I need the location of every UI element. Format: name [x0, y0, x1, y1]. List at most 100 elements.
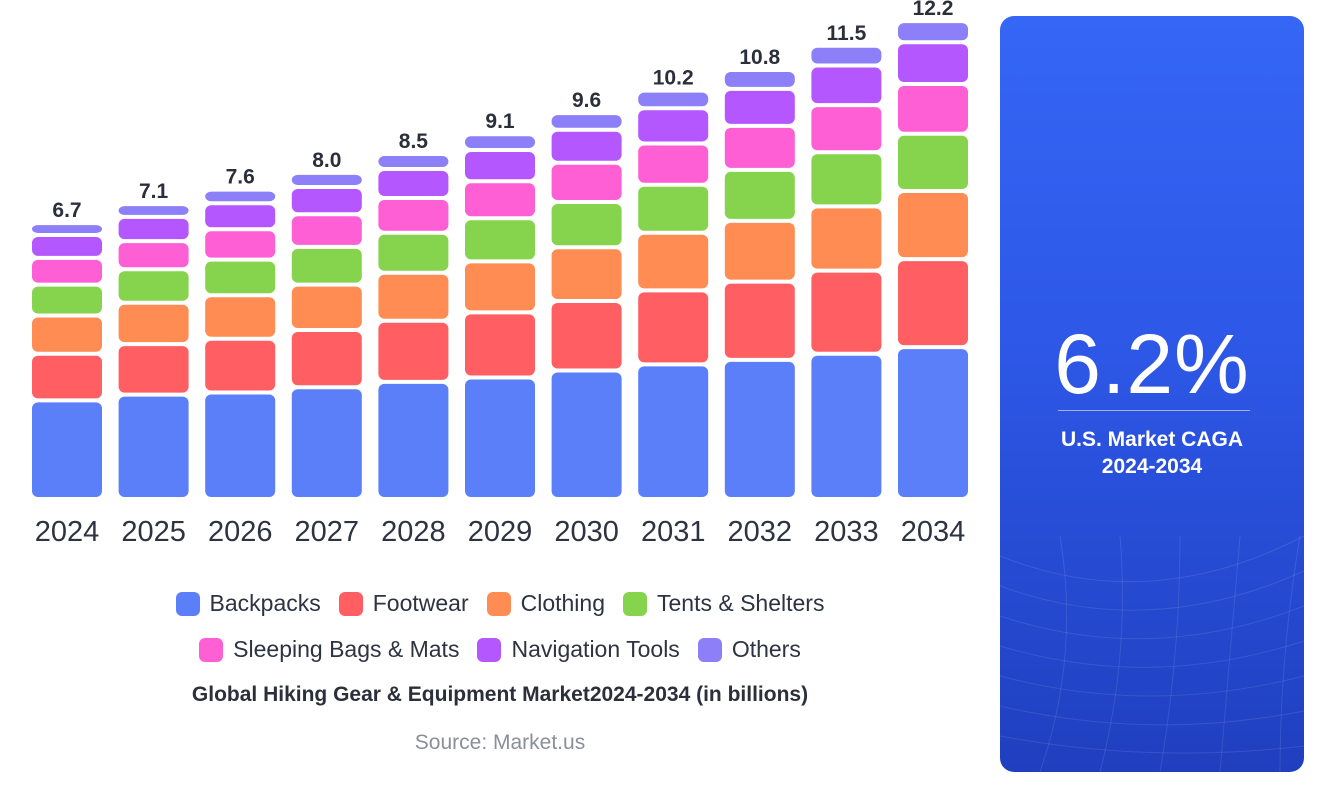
bar-2024-clothing [32, 317, 102, 352]
cagr-value: 6.2% [1054, 317, 1250, 411]
total-label-2029: 9.1 [485, 110, 515, 133]
bar-2030-clothing [551, 249, 622, 299]
bar-2030-footwear [551, 302, 622, 369]
bar-2030-backpacks [551, 372, 622, 497]
bar-2027-footwear [291, 332, 362, 386]
bar-2032-footwear [724, 283, 795, 358]
bar-2034-navigation-tools [898, 44, 968, 83]
bar-2032-sleeping-bags-mats [724, 127, 795, 168]
bar-2032-backpacks [724, 361, 795, 497]
cagr-divider [1058, 410, 1250, 411]
bar-2027-clothing [291, 286, 362, 328]
bar-2026-navigation-tools [205, 205, 276, 228]
x-tick-2026: 2026 [208, 516, 273, 548]
legend-item-navigation-tools: Navigation Tools [477, 636, 680, 663]
bar-2031-tents-shelters [638, 186, 709, 231]
legend-swatch-tents-shelters [623, 591, 647, 616]
bar-2024-backpacks [32, 402, 102, 497]
total-label-2026: 7.6 [226, 166, 255, 189]
bar-2029-backpacks [465, 379, 535, 497]
legend-item-backpacks: Backpacks [175, 590, 321, 617]
total-label-2025: 7.1 [139, 180, 169, 203]
x-tick-2024: 2024 [35, 516, 100, 548]
legend-item-others: Others [697, 636, 801, 663]
bar-2031-sleeping-bags-mats [638, 145, 709, 183]
bar-2024-others [32, 225, 102, 233]
bar-2025-clothing [118, 304, 189, 343]
bar-2033-backpacks [811, 355, 882, 497]
x-tick-2029: 2029 [468, 516, 533, 548]
legend-label-footwear: Footwear [372, 590, 469, 616]
bar-2028-backpacks [378, 383, 449, 497]
stacked-bar-chart: 6.7 2024 7.1 2025 7.6 2026 8.0 2027 8.5 2028 9.1 20… [32, 0, 968, 548]
legend-item-footwear: Footwear [338, 590, 469, 617]
bar-2026-clothing [205, 297, 276, 337]
x-tick-2030: 2030 [554, 516, 619, 548]
bar-2031-clothing [638, 234, 709, 289]
bar-2029-clothing [465, 263, 535, 311]
bar-2033-clothing [811, 208, 882, 269]
bar-2032-clothing [724, 222, 795, 280]
legend-item-tents-shelters: Tents & Shelters [623, 590, 824, 617]
cagr-label-line-2: 2024-2034 [1101, 455, 1203, 478]
bar-2025-sleeping-bags-mats [118, 243, 189, 268]
bar-2025-footwear [118, 346, 189, 393]
bar-2031-navigation-tools [638, 110, 709, 142]
bar-2032-others [724, 71, 795, 87]
bar-2027-navigation-tools [291, 189, 362, 213]
legend-label-backpacks: Backpacks [209, 590, 321, 616]
bar-2025-navigation-tools [118, 218, 189, 240]
bar-2025-others [118, 206, 189, 215]
legend-swatch-footwear [338, 591, 363, 616]
bar-2025-backpacks [118, 396, 189, 497]
bar-2027-tents-shelters [291, 248, 362, 283]
bar-2027-others [291, 174, 362, 185]
bar-2029-others [465, 136, 535, 149]
legend-row-1: Backpacks Footwear Clothing Tents & Shel… [0, 590, 1000, 617]
legend-swatch-others [697, 637, 722, 662]
bar-2028-navigation-tools [378, 170, 449, 196]
legend-label-navigation-tools: Navigation Tools [511, 636, 680, 662]
x-tick-2033: 2033 [814, 516, 879, 548]
legend-swatch-sleeping-bags-mats [199, 637, 224, 662]
legend-label-others: Others [731, 636, 801, 662]
total-label-2031: 10.2 [653, 67, 694, 90]
total-label-2028: 8.5 [399, 130, 429, 153]
bar-2028-sleeping-bags-mats [378, 200, 449, 231]
bar-2028-footwear [378, 322, 449, 380]
bar-2028-clothing [378, 274, 449, 319]
bar-2033-others [811, 47, 882, 64]
total-label-2034: 12.2 [913, 0, 954, 20]
bar-2033-tents-shelters [811, 154, 882, 205]
bar-2030-others [551, 115, 622, 128]
bar-2033-sleeping-bags-mats [811, 107, 882, 151]
bar-2026-backpacks [205, 394, 276, 497]
chart-title: Global Hiking Gear & Equipment Market202… [191, 683, 809, 706]
legend-swatch-clothing [486, 591, 511, 616]
bar-2031-backpacks [638, 366, 709, 497]
bar-2034-clothing [898, 192, 968, 258]
bar-2032-navigation-tools [724, 90, 795, 124]
bar-2034-backpacks [898, 349, 968, 497]
legend-label-clothing: Clothing [520, 590, 605, 616]
legend-item-clothing: Clothing [486, 590, 605, 617]
source-note: Source: Market.us [414, 731, 586, 754]
total-label-2024: 6.7 [52, 199, 81, 222]
x-tick-2028: 2028 [381, 516, 446, 548]
bar-2027-sleeping-bags-mats [291, 216, 362, 245]
cagr-panel: 6.2% U.S. Market CAGA 2024-2034 [1000, 16, 1304, 772]
bar-2032-tents-shelters [724, 171, 795, 219]
bar-2034-others [898, 23, 968, 41]
bar-2026-tents-shelters [205, 261, 276, 294]
bar-2029-sleeping-bags-mats [465, 183, 535, 217]
bar-2034-tents-shelters [898, 135, 968, 189]
x-tick-2031: 2031 [641, 516, 706, 548]
bar-2024-tents-shelters [32, 286, 102, 314]
total-label-2032: 10.8 [739, 46, 780, 69]
bar-2028-tents-shelters [378, 234, 449, 271]
legend-label-tents-shelters: Tents & Shelters [657, 590, 825, 616]
bar-2029-navigation-tools [465, 152, 535, 180]
bar-2024-footwear [32, 355, 102, 399]
bar-2025-tents-shelters [118, 271, 189, 301]
bar-2033-navigation-tools [811, 67, 882, 104]
